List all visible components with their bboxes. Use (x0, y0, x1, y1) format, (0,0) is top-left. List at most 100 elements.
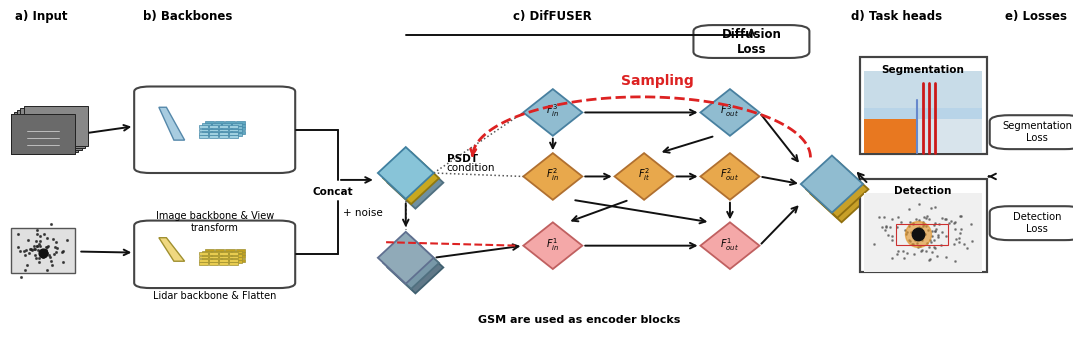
Bar (864, 119, 917, 153)
Polygon shape (810, 165, 873, 222)
Bar (208, 129, 218, 131)
Point (951, 230, 969, 236)
Bar (215, 259, 225, 262)
Text: Detection
Loss: Detection Loss (1013, 212, 1062, 234)
Bar (205, 121, 214, 124)
Bar (205, 127, 214, 130)
Point (905, 220, 922, 225)
Point (29, 247, 46, 253)
Point (46, 239, 64, 245)
Bar (208, 132, 218, 135)
Point (910, 235, 928, 240)
Point (923, 250, 941, 255)
Point (39, 244, 56, 250)
Point (946, 219, 963, 225)
Point (37, 249, 54, 255)
Point (905, 235, 922, 240)
Bar (208, 135, 218, 138)
Point (30, 255, 48, 261)
Point (15, 249, 32, 254)
Point (956, 241, 973, 247)
Bar (226, 127, 234, 130)
Bar (219, 129, 228, 131)
Point (41, 254, 58, 259)
Bar (14, 112, 79, 152)
Point (945, 220, 962, 226)
Bar (208, 259, 218, 262)
Bar (215, 121, 225, 124)
Point (21, 251, 38, 256)
Point (929, 232, 946, 238)
Point (937, 216, 955, 222)
Point (927, 204, 944, 210)
Bar (860, 57, 986, 154)
Polygon shape (524, 222, 582, 269)
Bar (219, 132, 228, 135)
Point (37, 244, 54, 249)
Text: $F_{in}^{2}$: $F_{in}^{2}$ (546, 167, 559, 183)
Bar (219, 259, 228, 262)
Bar (202, 129, 211, 133)
Bar (219, 135, 228, 138)
Point (909, 227, 927, 233)
Point (24, 247, 41, 253)
Point (9, 244, 26, 250)
Polygon shape (378, 147, 434, 199)
Point (42, 258, 59, 264)
Point (39, 267, 56, 273)
Point (908, 231, 926, 237)
Bar (219, 125, 228, 128)
Point (909, 231, 927, 237)
Point (18, 262, 36, 268)
Bar (208, 252, 218, 255)
Bar (11, 228, 76, 273)
Bar (232, 257, 242, 260)
Polygon shape (524, 89, 582, 136)
Bar (215, 131, 225, 134)
Point (883, 237, 901, 243)
Point (27, 238, 44, 244)
Bar (222, 254, 231, 257)
Bar (226, 255, 234, 258)
Text: PSDT: PSDT (446, 154, 477, 164)
Point (39, 235, 56, 241)
Point (947, 258, 964, 264)
Point (922, 239, 940, 245)
Bar (215, 252, 225, 255)
Point (900, 223, 917, 229)
Point (910, 235, 928, 240)
Text: $F_{in}^{1}$: $F_{in}^{1}$ (546, 236, 559, 253)
Point (902, 229, 919, 235)
Point (915, 223, 932, 228)
Bar (202, 126, 211, 129)
Point (929, 234, 946, 240)
Point (44, 262, 62, 267)
Point (926, 237, 943, 243)
Point (41, 252, 58, 257)
Bar (215, 249, 225, 252)
Point (920, 227, 937, 233)
Point (48, 249, 65, 255)
FancyBboxPatch shape (134, 221, 295, 288)
Bar (11, 114, 76, 154)
Bar (222, 260, 231, 263)
Point (929, 253, 946, 258)
Bar (202, 254, 211, 257)
Point (947, 226, 964, 231)
Point (870, 215, 888, 220)
Point (918, 223, 935, 228)
Point (943, 219, 960, 224)
Point (906, 237, 923, 243)
Bar (219, 252, 228, 255)
Bar (232, 251, 242, 253)
Bar (864, 71, 982, 125)
Text: Lidar backbone & Flatten: Lidar backbone & Flatten (153, 291, 276, 301)
Point (904, 221, 921, 227)
Bar (205, 252, 214, 255)
Bar (235, 249, 245, 252)
Bar (235, 255, 245, 258)
Point (899, 251, 916, 256)
Point (28, 243, 45, 249)
Bar (208, 262, 218, 265)
Point (23, 246, 40, 252)
